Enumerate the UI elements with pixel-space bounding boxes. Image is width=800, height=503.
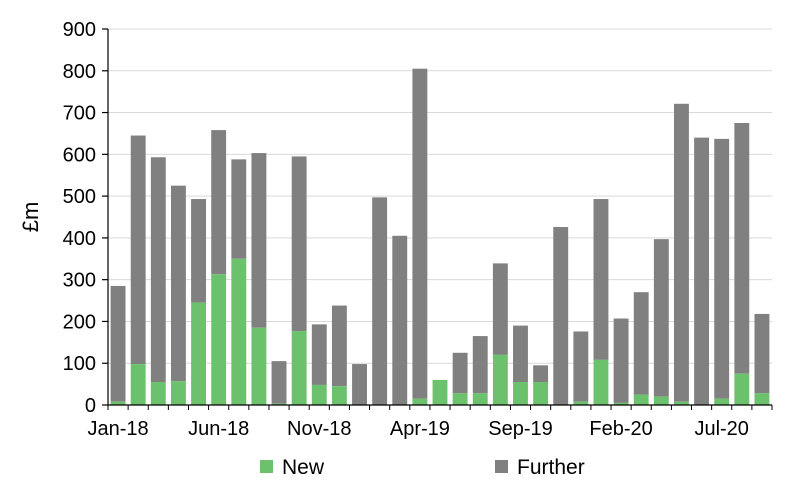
bar-further	[694, 137, 710, 405]
y-tick-label: 600	[63, 144, 96, 166]
bar-further	[352, 364, 367, 405]
bar-further	[291, 156, 307, 332]
y-tick-label: 700	[63, 103, 96, 125]
y-tick-label: 800	[63, 61, 96, 83]
bar-further	[573, 331, 589, 402]
legend: New Further	[260, 456, 585, 479]
bar-new	[593, 359, 609, 405]
bar-further	[412, 68, 428, 399]
bar-new	[291, 331, 307, 405]
bar-new	[533, 382, 549, 405]
bar-further	[170, 185, 186, 382]
bar-new	[150, 382, 166, 405]
bar-new	[110, 401, 126, 405]
bar-further	[110, 285, 126, 402]
bar-new	[452, 393, 468, 405]
bar-further	[533, 365, 549, 383]
bar-further	[593, 199, 609, 360]
bar-new	[513, 382, 528, 405]
legend-swatch	[495, 460, 508, 473]
bar-further	[452, 352, 468, 394]
bar-further	[251, 153, 267, 328]
y-tick-label: 400	[63, 228, 96, 250]
bar-further	[674, 103, 689, 402]
bar-further	[271, 361, 287, 404]
bar-new	[231, 258, 247, 405]
bar-further	[392, 235, 408, 405]
x-tick-label: Jan-18	[87, 418, 148, 440]
x-tick-label: Jul-20	[694, 418, 748, 440]
y-tick-label: 0	[85, 395, 96, 417]
bar-new	[472, 393, 488, 405]
bar-further	[492, 263, 508, 355]
x-tick-label: Feb-20	[589, 418, 652, 440]
bar-new	[674, 401, 689, 405]
bar-further	[372, 197, 388, 405]
bar-new	[734, 373, 750, 405]
x-tick-label: Jun-18	[188, 418, 249, 440]
y-tick-label: 100	[63, 353, 96, 375]
x-tick-label: Nov-18	[287, 418, 351, 440]
bar-new	[412, 398, 428, 405]
x-tick-label: Apr-19	[390, 418, 450, 440]
bar-new	[170, 381, 186, 405]
bar-new	[251, 327, 267, 405]
bar-new	[754, 393, 770, 405]
bar-further	[130, 135, 146, 365]
bar-new	[271, 403, 287, 405]
bar-further	[613, 318, 629, 403]
bar-new	[573, 401, 589, 405]
x-tick-label: Sep-19	[488, 418, 553, 440]
y-tick-label: 300	[63, 270, 96, 292]
bar-further	[553, 227, 569, 405]
bar-new	[130, 364, 146, 405]
legend-label: Further	[517, 456, 585, 479]
bar-new	[653, 396, 669, 405]
bar-further	[331, 305, 347, 387]
bar-further	[653, 239, 669, 397]
bar-new	[331, 386, 347, 405]
bar-further	[311, 324, 327, 385]
bar-new	[432, 379, 448, 405]
bars	[110, 68, 770, 405]
y-tick-label: 900	[63, 19, 96, 41]
bar-further	[211, 130, 227, 275]
bar-new	[211, 274, 227, 405]
bar-new	[311, 384, 327, 405]
bar-further	[714, 138, 730, 399]
bar-further	[191, 199, 206, 303]
bar-further	[734, 123, 750, 374]
bar-new	[492, 354, 508, 405]
gridlines	[108, 28, 772, 364]
y-tick-label: 500	[63, 186, 96, 208]
y-tick-label: 200	[63, 311, 96, 333]
bar-further	[633, 292, 649, 395]
bar-further	[754, 313, 770, 394]
legend-label: New	[282, 456, 325, 479]
legend-swatch	[260, 460, 273, 473]
bar-new	[191, 302, 206, 405]
y-axis-title: £m	[18, 202, 43, 233]
bar-new	[714, 398, 730, 405]
bar-further	[231, 159, 247, 259]
bar-further	[150, 157, 166, 383]
bar-further	[472, 336, 488, 394]
bar-new	[633, 394, 649, 405]
bar-new	[613, 402, 629, 405]
bar-further	[513, 325, 528, 383]
